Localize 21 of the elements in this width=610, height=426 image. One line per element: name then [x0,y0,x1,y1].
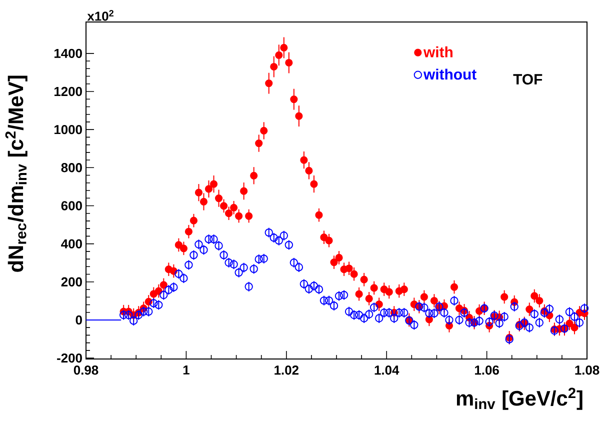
y-tick-label: 1000 [54,124,82,134]
y-tick-label: 1200 [54,86,82,96]
y-tick-label: 800 [61,163,82,172]
x-tick-label: 1.04 [374,366,400,375]
y-tick-label: 0 [76,315,82,325]
x-tick-label: 0.98 [74,366,98,375]
x-axis-title: m$_{inv}$ [GeV/c$^{2}$] [456,388,582,410]
legend-label: without [423,68,476,80]
legend-label: with [423,46,452,58]
x-tick-label: 1.06 [475,366,499,375]
x-tick-label: 1.02 [274,366,298,375]
annotation: TOF [513,74,542,85]
y-axis-title: dN$_{rec}$/dm$_{inv}$ [c$^{2}$/MeV] [5,76,28,272]
y-tick-label: 1400 [54,48,82,58]
x-tick-label: 1 [183,366,190,374]
y-tick-label: 400 [61,239,82,248]
y-tick-label: 200 [61,277,82,286]
x-tick-label: 1.08 [575,366,600,375]
y-tick-label: 600 [61,201,82,210]
y-tick-label: -200 [57,353,82,363]
text: x10$^{2}$ [87,10,114,21]
